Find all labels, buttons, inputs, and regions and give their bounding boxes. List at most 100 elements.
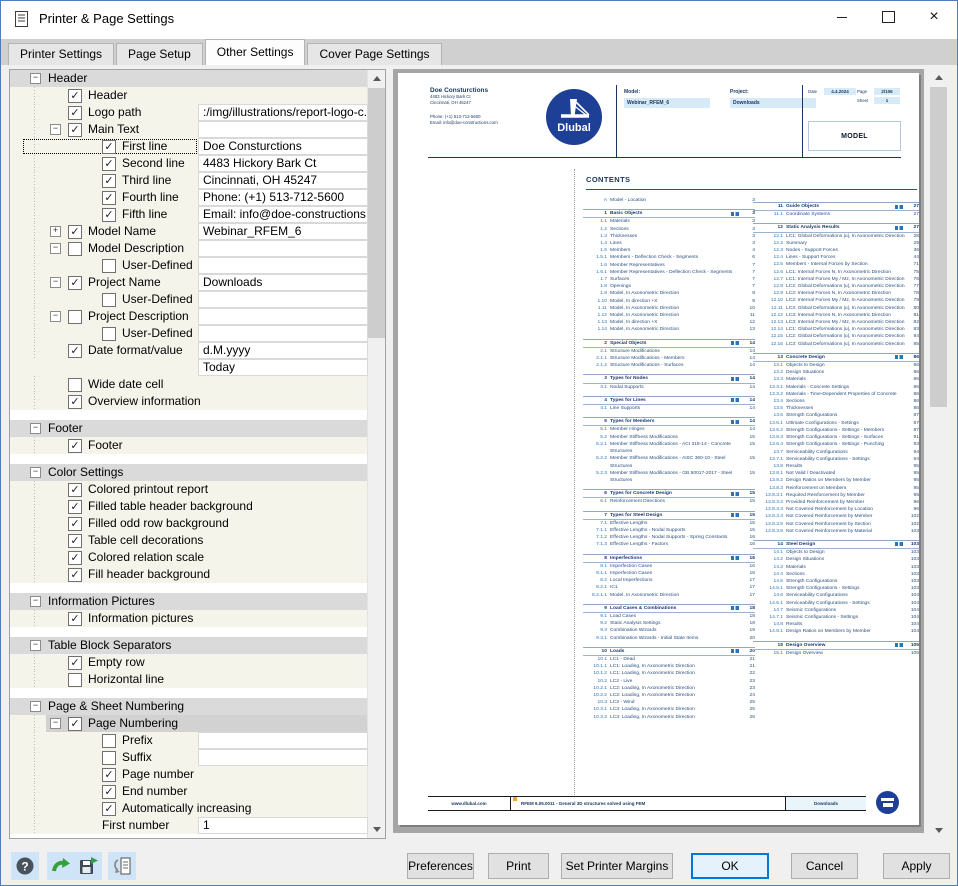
tree-row[interactable]: ✓ Footer bbox=[10, 437, 368, 454]
tree-section-header[interactable]: − Header bbox=[10, 70, 368, 87]
checkbox[interactable]: ✓ bbox=[68, 656, 82, 670]
expander-icon[interactable]: − bbox=[50, 718, 61, 729]
tree-row[interactable]: Prefix bbox=[10, 732, 368, 749]
checkbox[interactable] bbox=[102, 293, 116, 307]
tree-section-header[interactable]: − Page & Sheet Numbering bbox=[10, 698, 368, 715]
collapse-icon[interactable]: − bbox=[30, 701, 41, 712]
checkbox[interactable]: ✓ bbox=[102, 208, 116, 222]
checkbox[interactable] bbox=[102, 259, 116, 273]
collapse-icon[interactable]: − bbox=[30, 596, 41, 607]
checkbox[interactable] bbox=[102, 327, 116, 341]
tree-row[interactable]: Wide date cell bbox=[10, 376, 368, 393]
checkbox[interactable]: ✓ bbox=[68, 500, 82, 514]
checkbox[interactable]: ✓ bbox=[68, 551, 82, 565]
checkbox[interactable] bbox=[102, 734, 116, 748]
tree-value[interactable]: Cincinnati, OH 45247 bbox=[198, 172, 368, 189]
collapse-icon[interactable]: − bbox=[30, 423, 41, 434]
tree-row[interactable]: + ✓ Model Name Webinar_RFEM_6 bbox=[10, 223, 368, 240]
checkbox[interactable]: ✓ bbox=[102, 802, 116, 816]
maximize-button[interactable] bbox=[865, 1, 911, 33]
help-button[interactable]: ? bbox=[11, 852, 39, 880]
tree-value[interactable]: 4483 Hickory Bark Ct bbox=[198, 155, 368, 172]
checkbox[interactable]: ✓ bbox=[68, 717, 82, 731]
tree-row[interactable]: User-Defined bbox=[10, 291, 368, 308]
checkbox[interactable]: ✓ bbox=[102, 768, 116, 782]
tree-row[interactable]: ✓ Second line 4483 Hickory Bark Ct bbox=[10, 155, 368, 172]
expander-icon[interactable]: + bbox=[50, 226, 61, 237]
tree-row[interactable]: ✓ Information pictures bbox=[10, 610, 368, 627]
tab-cover-page-settings[interactable]: Cover Page Settings bbox=[307, 43, 442, 65]
tree-value[interactable]: d.M.yyyy bbox=[198, 342, 368, 359]
tree-value[interactable]: Webinar_RFEM_6 bbox=[198, 223, 368, 240]
checkbox[interactable]: ✓ bbox=[68, 276, 82, 290]
tree-row[interactable]: ✓ Colored printout report bbox=[10, 481, 368, 498]
tree-row[interactable]: ✓ End number bbox=[10, 783, 368, 800]
checkbox[interactable] bbox=[68, 310, 82, 324]
tree-section-header[interactable]: − Table Block Separators bbox=[10, 637, 368, 654]
checkbox[interactable] bbox=[68, 242, 82, 256]
tree-row[interactable]: Horizontal line bbox=[10, 671, 368, 688]
cancel-button[interactable]: Cancel bbox=[791, 853, 858, 879]
checkbox[interactable]: ✓ bbox=[68, 534, 82, 548]
tree-row[interactable]: − Project Description bbox=[10, 308, 368, 325]
checkbox[interactable]: ✓ bbox=[102, 785, 116, 799]
tab-page-setup[interactable]: Page Setup bbox=[116, 43, 203, 65]
checkbox[interactable]: ✓ bbox=[68, 123, 82, 137]
tree-section-header[interactable]: − Footer bbox=[10, 420, 368, 437]
tree-row[interactable]: ✓ Empty row bbox=[10, 654, 368, 671]
tree-value[interactable]: :/img/illustrations/report-logo-c... bbox=[198, 104, 368, 121]
checkbox[interactable]: ✓ bbox=[68, 344, 82, 358]
tree-row[interactable]: ✓ Filled odd row background bbox=[10, 515, 368, 532]
tab-other-settings[interactable]: Other Settings bbox=[204, 39, 306, 65]
tree-row[interactable]: ✓ Overview information bbox=[10, 393, 368, 410]
minimize-button[interactable] bbox=[819, 1, 865, 33]
scroll-up-icon[interactable] bbox=[368, 70, 385, 87]
tree-row[interactable]: ✓ Date format/value d.M.yyyy bbox=[10, 342, 368, 359]
checkbox[interactable]: ✓ bbox=[102, 191, 116, 205]
collapse-icon[interactable]: − bbox=[30, 467, 41, 478]
collapse-icon[interactable]: − bbox=[30, 73, 41, 84]
tree-row[interactable]: ✓ Automatically increasing bbox=[10, 800, 368, 817]
print-button[interactable]: Print bbox=[488, 853, 549, 879]
collapse-icon[interactable]: − bbox=[30, 640, 41, 651]
tab-printer-settings[interactable]: Printer Settings bbox=[8, 43, 115, 65]
tree-row[interactable]: − ✓ Main Text bbox=[10, 121, 368, 138]
tree-row[interactable]: ✓ Filled table header background bbox=[10, 498, 368, 515]
expander-icon[interactable]: − bbox=[50, 124, 61, 135]
scroll-down-icon[interactable] bbox=[368, 821, 385, 838]
tree-row[interactable]: ✓ Fourth line Phone: (+1) 513-712-5600 bbox=[10, 189, 368, 206]
tree-value[interactable]: Downloads bbox=[198, 274, 368, 291]
checkbox[interactable]: ✓ bbox=[68, 568, 82, 582]
tree-value[interactable]: Doe Consturctions bbox=[198, 138, 368, 155]
preview-scrollbar[interactable] bbox=[930, 69, 947, 839]
checkbox[interactable]: ✓ bbox=[68, 517, 82, 531]
apply-button[interactable]: Apply bbox=[883, 853, 950, 879]
tree-row[interactable]: ✓ Colored relation scale bbox=[10, 549, 368, 566]
expander-icon[interactable]: − bbox=[50, 311, 61, 322]
tree-value[interactable]: Phone: (+1) 513-712-5600 bbox=[198, 189, 368, 206]
checkbox[interactable] bbox=[102, 751, 116, 765]
tree-row[interactable]: Suffix bbox=[10, 749, 368, 766]
checkbox[interactable]: ✓ bbox=[68, 106, 82, 120]
preview-scrollbar-thumb[interactable] bbox=[930, 87, 947, 407]
checkbox[interactable]: ✓ bbox=[68, 89, 82, 103]
tree-row[interactable]: ✓ First line Doe Consturctions bbox=[10, 138, 368, 155]
expander-icon[interactable]: − bbox=[50, 277, 61, 288]
scroll-down-icon[interactable] bbox=[930, 822, 947, 839]
checkbox[interactable]: ✓ bbox=[68, 483, 82, 497]
tree-row[interactable]: − Model Description bbox=[10, 240, 368, 257]
checkbox[interactable]: ✓ bbox=[68, 612, 82, 626]
tree-section-header[interactable]: − Color Settings bbox=[10, 464, 368, 481]
tree-scrollbar[interactable] bbox=[367, 70, 385, 838]
tree-section-header[interactable]: − Information Pictures bbox=[10, 593, 368, 610]
expander-icon[interactable]: − bbox=[50, 243, 61, 254]
tree-row[interactable]: ✓ Page number bbox=[10, 766, 368, 783]
checkbox[interactable]: ✓ bbox=[102, 140, 116, 154]
checkbox[interactable]: ✓ bbox=[68, 225, 82, 239]
ok-button[interactable]: OK bbox=[691, 853, 769, 879]
close-button[interactable]: × bbox=[911, 1, 957, 33]
save-settings-button[interactable] bbox=[74, 852, 102, 880]
checkbox[interactable] bbox=[68, 673, 82, 687]
tree-row[interactable]: − ✓ Page Numbering bbox=[10, 715, 368, 732]
tree-row[interactable]: User-Defined bbox=[10, 257, 368, 274]
